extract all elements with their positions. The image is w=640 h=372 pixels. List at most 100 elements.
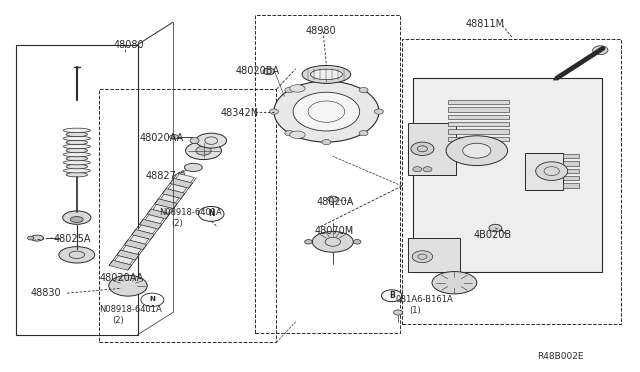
Text: N: N — [149, 296, 156, 302]
Ellipse shape — [170, 135, 179, 139]
Ellipse shape — [322, 78, 331, 84]
Bar — [525, 153, 563, 190]
Bar — [563, 183, 579, 188]
Bar — [563, 154, 579, 158]
Text: 48980: 48980 — [306, 26, 337, 35]
Ellipse shape — [184, 163, 202, 171]
Bar — [448, 137, 509, 141]
Bar — [448, 129, 509, 134]
Text: 48020A: 48020A — [317, 197, 354, 206]
Circle shape — [274, 81, 379, 142]
Polygon shape — [138, 225, 156, 234]
Text: N08918-6401A: N08918-6401A — [99, 305, 162, 314]
Ellipse shape — [322, 140, 331, 145]
Ellipse shape — [63, 128, 90, 132]
Circle shape — [198, 206, 224, 221]
Ellipse shape — [66, 173, 88, 177]
Ellipse shape — [489, 224, 502, 232]
Circle shape — [412, 251, 433, 263]
Text: R48B002E: R48B002E — [538, 352, 584, 361]
Ellipse shape — [285, 87, 294, 93]
Ellipse shape — [63, 160, 90, 165]
Circle shape — [413, 167, 422, 172]
Bar — [413, 78, 602, 272]
Ellipse shape — [63, 211, 91, 224]
Text: N: N — [208, 209, 214, 218]
Circle shape — [423, 167, 432, 172]
Circle shape — [381, 290, 402, 302]
Circle shape — [536, 162, 568, 180]
Ellipse shape — [312, 231, 353, 252]
Circle shape — [293, 92, 360, 131]
Circle shape — [141, 293, 164, 307]
Text: 48811M: 48811M — [466, 19, 505, 29]
Bar — [448, 100, 509, 104]
Bar — [255, 15, 400, 333]
Ellipse shape — [353, 240, 361, 244]
Text: (2): (2) — [172, 219, 183, 228]
Polygon shape — [145, 215, 164, 224]
Ellipse shape — [63, 169, 90, 173]
Polygon shape — [161, 194, 179, 203]
Text: (1): (1) — [410, 306, 421, 315]
Ellipse shape — [463, 143, 491, 158]
Ellipse shape — [394, 310, 403, 315]
Ellipse shape — [196, 146, 211, 155]
Polygon shape — [130, 235, 148, 244]
Polygon shape — [140, 219, 162, 229]
Bar — [408, 123, 456, 175]
Polygon shape — [124, 240, 147, 250]
Ellipse shape — [374, 109, 383, 114]
Ellipse shape — [593, 46, 608, 55]
Polygon shape — [122, 246, 141, 254]
Ellipse shape — [190, 138, 199, 144]
Ellipse shape — [179, 172, 185, 176]
Ellipse shape — [328, 196, 338, 202]
Ellipse shape — [66, 132, 88, 137]
Text: 48070M: 48070M — [315, 226, 354, 235]
Polygon shape — [116, 250, 140, 260]
Polygon shape — [170, 178, 193, 188]
Polygon shape — [153, 205, 172, 214]
Text: 4B020B: 4B020B — [474, 230, 512, 240]
Bar — [563, 176, 579, 180]
Polygon shape — [109, 260, 132, 270]
Ellipse shape — [66, 140, 88, 145]
Text: 48827: 48827 — [146, 171, 177, 180]
Text: 48025A: 48025A — [53, 234, 91, 244]
Text: (2): (2) — [112, 316, 124, 325]
Polygon shape — [163, 189, 185, 198]
Ellipse shape — [63, 136, 90, 141]
Ellipse shape — [269, 109, 278, 114]
Ellipse shape — [359, 131, 368, 136]
Text: 48830: 48830 — [31, 288, 61, 298]
Polygon shape — [168, 184, 187, 193]
Ellipse shape — [310, 69, 342, 80]
Ellipse shape — [63, 152, 90, 157]
Ellipse shape — [446, 136, 508, 166]
Polygon shape — [132, 230, 154, 240]
Polygon shape — [147, 209, 170, 219]
Ellipse shape — [186, 142, 221, 160]
Bar — [448, 122, 509, 126]
Polygon shape — [155, 199, 177, 209]
Bar — [563, 169, 579, 173]
Bar — [448, 107, 509, 112]
Ellipse shape — [109, 275, 147, 296]
Ellipse shape — [290, 85, 305, 92]
Ellipse shape — [359, 87, 368, 93]
Ellipse shape — [66, 156, 88, 161]
Text: 48342N: 48342N — [221, 109, 259, 118]
Circle shape — [411, 142, 434, 155]
Ellipse shape — [285, 131, 294, 136]
Text: 48020AA: 48020AA — [140, 133, 184, 142]
Ellipse shape — [28, 236, 34, 240]
Ellipse shape — [63, 144, 90, 149]
Text: 48080: 48080 — [114, 41, 145, 50]
Bar — [448, 115, 509, 119]
Ellipse shape — [31, 235, 44, 241]
Ellipse shape — [290, 131, 305, 138]
Text: 48020AA: 48020AA — [99, 273, 143, 283]
Bar — [408, 238, 460, 272]
Polygon shape — [115, 256, 134, 264]
